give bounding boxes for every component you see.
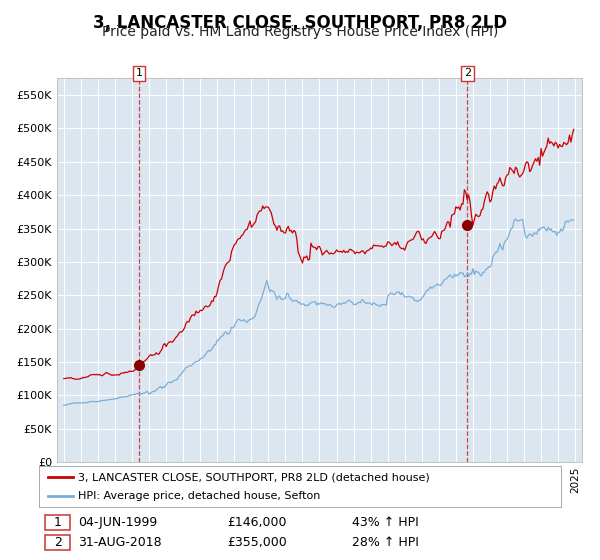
- FancyBboxPatch shape: [45, 515, 70, 530]
- Text: 1: 1: [136, 68, 143, 78]
- Text: £355,000: £355,000: [227, 536, 287, 549]
- Text: 1: 1: [54, 516, 62, 529]
- Text: 2: 2: [464, 68, 471, 78]
- Text: Price paid vs. HM Land Registry's House Price Index (HPI): Price paid vs. HM Land Registry's House …: [102, 25, 498, 39]
- Text: £146,000: £146,000: [227, 516, 286, 529]
- Text: 31-AUG-2018: 31-AUG-2018: [78, 536, 162, 549]
- Text: 43% ↑ HPI: 43% ↑ HPI: [352, 516, 419, 529]
- Text: 2: 2: [54, 536, 62, 549]
- Text: 04-JUN-1999: 04-JUN-1999: [78, 516, 157, 529]
- Text: 3, LANCASTER CLOSE, SOUTHPORT, PR8 2LD: 3, LANCASTER CLOSE, SOUTHPORT, PR8 2LD: [93, 14, 507, 32]
- Text: HPI: Average price, detached house, Sefton: HPI: Average price, detached house, Seft…: [78, 491, 320, 501]
- Text: 3, LANCASTER CLOSE, SOUTHPORT, PR8 2LD (detached house): 3, LANCASTER CLOSE, SOUTHPORT, PR8 2LD (…: [78, 473, 430, 482]
- FancyBboxPatch shape: [45, 535, 70, 550]
- Text: 28% ↑ HPI: 28% ↑ HPI: [352, 536, 419, 549]
